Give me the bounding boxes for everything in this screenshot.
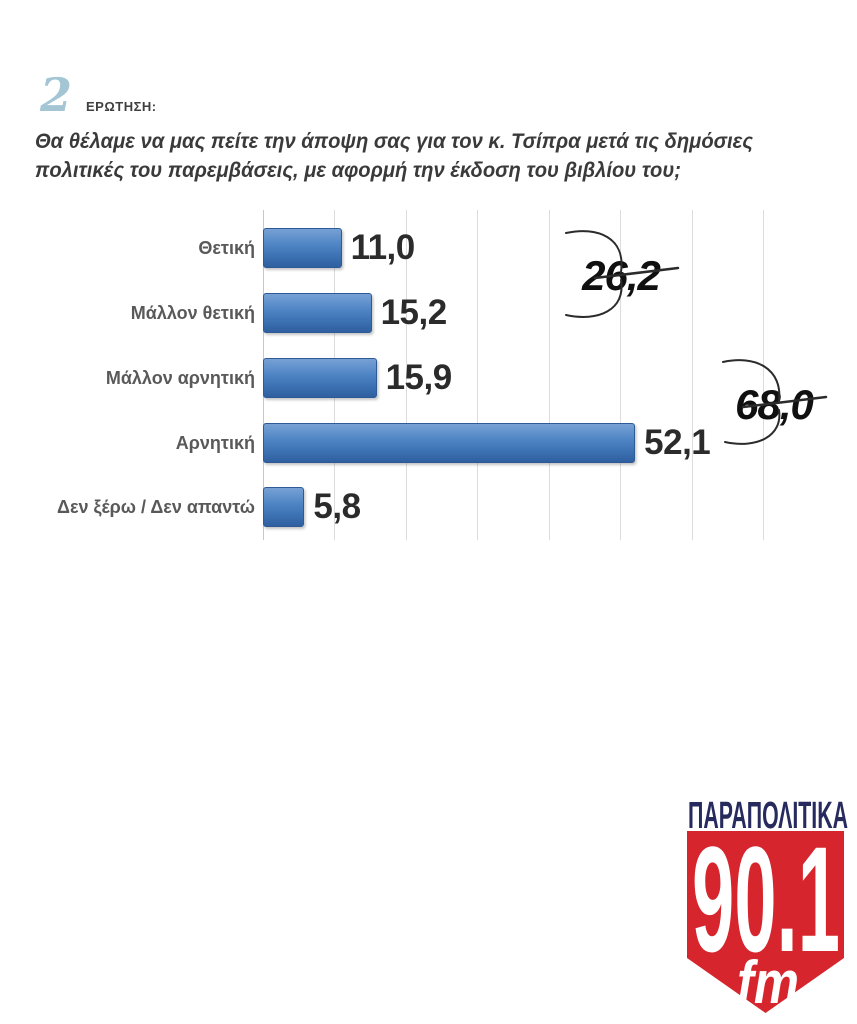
value-label: 11,0 bbox=[350, 228, 416, 267]
value-label: 15,2 bbox=[380, 293, 448, 332]
logo-station-name: ΠΑΡΑΠΟΛΙΤΙΚΑ bbox=[688, 795, 848, 837]
parapolitika-logo: ΠΑΡΑΠΟΛΙΤΙΚΑ 90.1 fm bbox=[687, 795, 848, 1016]
value-label: 5,8 bbox=[313, 487, 361, 526]
value-label: 52,1 bbox=[644, 423, 711, 462]
gridline bbox=[405, 210, 407, 540]
bar bbox=[263, 423, 636, 463]
question-text: Θα θέλαμε να μας πείτε την άποψη σας για… bbox=[35, 127, 765, 185]
annotation-sum-positive: 26,2 bbox=[582, 252, 661, 299]
bar bbox=[263, 358, 377, 398]
logo-shield-shape bbox=[687, 831, 844, 1013]
value-label: 15,9 bbox=[385, 358, 453, 397]
gridline bbox=[691, 210, 693, 540]
gridline bbox=[620, 210, 622, 540]
gridline bbox=[763, 210, 764, 540]
category-label: Αρνητική bbox=[175, 433, 255, 453]
question-text-line-1: Θα θέλαμε να μας πείτε την άποψη σας για… bbox=[35, 130, 754, 153]
annotation-sum-negative: 68,0 bbox=[735, 381, 814, 428]
logo-band: fm bbox=[737, 949, 799, 1016]
bar bbox=[263, 228, 342, 268]
gridline bbox=[548, 210, 550, 540]
question-number: 2 bbox=[40, 68, 72, 122]
question-text-line-2: πολιτικές του παρεμβάσεις, με αφορμή την… bbox=[35, 159, 682, 182]
logo-frequency: 90.1 bbox=[692, 815, 840, 983]
category-label: Δεν ξέρω / Δεν απαντώ bbox=[57, 497, 255, 517]
bar bbox=[263, 487, 305, 527]
category-label: Μάλλον θετική bbox=[130, 303, 255, 323]
bar bbox=[263, 293, 372, 333]
question-label: ΕΡΩΤΗΣΗ: bbox=[86, 99, 157, 114]
gridline bbox=[477, 210, 479, 540]
category-label: Θετική bbox=[198, 238, 255, 258]
category-label: Μάλλον αρνητική bbox=[105, 368, 255, 388]
